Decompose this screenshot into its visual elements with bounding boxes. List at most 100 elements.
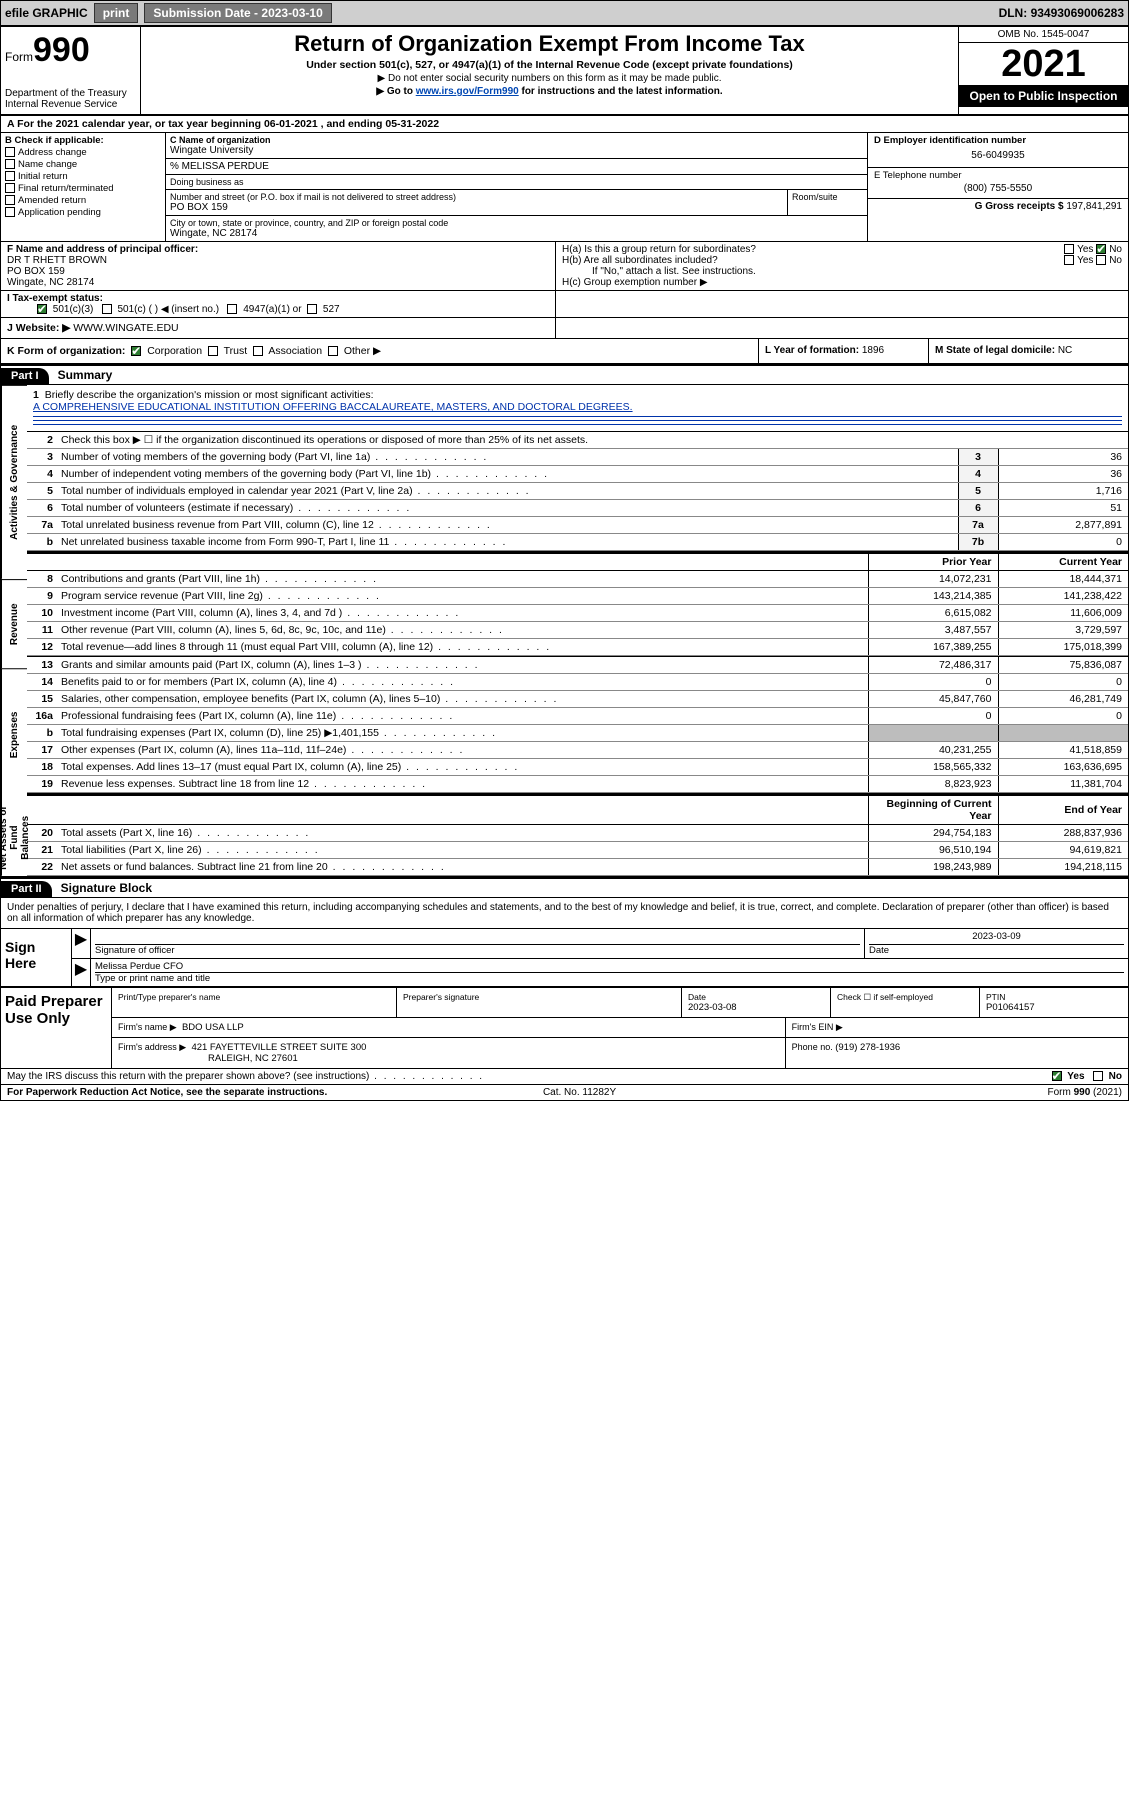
top-bar: efile GRAPHIC print Submission Date - 20… xyxy=(0,0,1129,26)
chk-trust[interactable] xyxy=(208,346,218,356)
table-row: 12Total revenue—add lines 8 through 11 (… xyxy=(27,639,1128,656)
cat-no: Cat. No. 11282Y xyxy=(543,1087,616,1098)
table-row: 6Total number of volunteers (estimate if… xyxy=(27,500,1128,517)
chk-address-change[interactable] xyxy=(5,147,15,157)
efile-label: efile GRAPHIC xyxy=(5,6,88,20)
mission-text: A COMPREHENSIVE EDUCATIONAL INSTITUTION … xyxy=(33,401,633,413)
revenue-table: Prior YearCurrent Year8Contributions and… xyxy=(27,552,1128,656)
section-net-assets: Beginning of Current YearEnd of Year20To… xyxy=(27,794,1128,876)
table-row: 16aProfessional fundraising fees (Part I… xyxy=(27,708,1128,725)
vtab-net-assets: Net Assets or Fund Balances xyxy=(1,800,27,876)
chk-discuss-yes[interactable] xyxy=(1052,1071,1062,1081)
table-row: 8Contributions and grants (Part VIII, li… xyxy=(27,571,1128,588)
table-header-row: Prior YearCurrent Year xyxy=(27,553,1128,571)
chk-final-return[interactable] xyxy=(5,183,15,193)
table-row: 10Investment income (Part VIII, column (… xyxy=(27,605,1128,622)
table-row: bNet unrelated business taxable income f… xyxy=(27,534,1128,551)
table-row: bTotal fundraising expenses (Part IX, co… xyxy=(27,725,1128,742)
table-row: 17Other expenses (Part IX, column (A), l… xyxy=(27,742,1128,759)
table-row: 15Salaries, other compensation, employee… xyxy=(27,691,1128,708)
firm-addr1: 421 FAYETTEVILLE STREET SUITE 300 xyxy=(191,1042,366,1053)
row-k-l-m: K Form of organization: Corporation Trus… xyxy=(1,339,1128,365)
chk-app-pending[interactable] xyxy=(5,207,15,217)
table-header-row: Beginning of Current YearEnd of Year xyxy=(27,795,1128,825)
col-de: D Employer identification number 56-6049… xyxy=(868,133,1128,241)
state-domicile: NC xyxy=(1058,345,1072,356)
row-i-j: I Tax-exempt status: 501(c)(3) 501(c) ( … xyxy=(1,291,1128,318)
table-row: 2Check this box ▶ ☐ if the organization … xyxy=(27,432,1128,449)
ptin: P01064157 xyxy=(986,1002,1122,1013)
firm-addr2: RALEIGH, NC 27601 xyxy=(118,1053,298,1064)
sign-date: 2023-03-09 xyxy=(869,931,1124,945)
part-2-header: Part II Signature Block xyxy=(1,878,1128,898)
table-row: 14Benefits paid to or for members (Part … xyxy=(27,674,1128,691)
row-j-website: J Website: ▶ WWW.WINGATE.EDU xyxy=(1,318,1128,339)
officer-name: Melissa Perdue CFO xyxy=(95,961,1124,973)
principal-officer: F Name and address of principal officer:… xyxy=(1,242,556,290)
form-header: Form990 Department of the Treasury Inter… xyxy=(1,27,1128,116)
vtab-governance: Activities & Governance xyxy=(1,385,27,579)
phone: (800) 755-5550 xyxy=(874,181,1122,196)
chk-ha-yes[interactable] xyxy=(1064,244,1074,254)
table-row: 9Program service revenue (Part VIII, lin… xyxy=(27,588,1128,605)
chk-amended[interactable] xyxy=(5,195,15,205)
header-left: Form990 Department of the Treasury Inter… xyxy=(1,27,141,114)
tax-year: 2021 xyxy=(959,43,1128,85)
sign-arrow-icon-2: ▶ xyxy=(72,959,90,986)
summary-body: Activities & Governance Revenue Expenses… xyxy=(1,385,1128,878)
signature-intro: Under penalties of perjury, I declare th… xyxy=(1,898,1128,929)
sign-here-block: Sign Here ▶ Signature of officer 2023-03… xyxy=(1,929,1128,988)
chk-527[interactable] xyxy=(307,304,317,314)
chk-other[interactable] xyxy=(328,346,338,356)
print-button[interactable]: print xyxy=(94,3,139,23)
chk-ha-no[interactable] xyxy=(1096,244,1106,254)
chk-501c[interactable] xyxy=(102,304,112,314)
vtab-expenses: Expenses xyxy=(1,668,27,800)
chk-name-change[interactable] xyxy=(5,159,15,169)
table-row: 19Revenue less expenses. Subtract line 1… xyxy=(27,776,1128,793)
chk-corp[interactable] xyxy=(131,346,141,356)
chk-hb-yes[interactable] xyxy=(1064,255,1074,265)
chk-501c3[interactable] xyxy=(37,304,47,314)
chk-hb-no[interactable] xyxy=(1096,255,1106,265)
group-return: H(a) Is this a group return for subordin… xyxy=(556,242,1128,290)
section-revenue: Prior YearCurrent Year8Contributions and… xyxy=(27,552,1128,657)
table-row: 3Number of voting members of the governi… xyxy=(27,449,1128,466)
vtab-revenue: Revenue xyxy=(1,579,27,668)
bottom-row: For Paperwork Reduction Act Notice, see … xyxy=(1,1085,1128,1100)
firm-name: BDO USA LLP xyxy=(182,1022,244,1033)
year-formation: 1896 xyxy=(862,345,884,356)
part-1-header: Part I Summary xyxy=(1,365,1128,385)
table-row: 7aTotal unrelated business revenue from … xyxy=(27,517,1128,534)
table-row: 11Other revenue (Part VIII, column (A), … xyxy=(27,622,1128,639)
row-a-tax-year: A For the 2021 calendar year, or tax yea… xyxy=(1,116,1128,133)
submission-date-button[interactable]: Submission Date - 2023-03-10 xyxy=(144,3,331,23)
expenses-table: 13Grants and similar amounts paid (Part … xyxy=(27,657,1128,793)
col-b-checkboxes: B Check if applicable: Address change Na… xyxy=(1,133,166,241)
table-row: 21Total liabilities (Part X, line 26)96,… xyxy=(27,842,1128,859)
paid-preparer-block: Paid Preparer Use Only Print/Type prepar… xyxy=(1,988,1128,1069)
chk-assoc[interactable] xyxy=(253,346,263,356)
chk-4947[interactable] xyxy=(227,304,237,314)
org-name: Wingate University xyxy=(170,145,863,156)
block-bcde: B Check if applicable: Address change Na… xyxy=(1,133,1128,242)
row-f-h: F Name and address of principal officer:… xyxy=(1,242,1128,291)
table-row: 20Total assets (Part X, line 16)294,754,… xyxy=(27,825,1128,842)
open-inspection: Open to Public Inspection xyxy=(959,85,1128,107)
table-row: 22Net assets or fund balances. Subtract … xyxy=(27,859,1128,876)
header-middle: Return of Organization Exempt From Incom… xyxy=(141,27,958,114)
ein: 56-6049935 xyxy=(874,146,1122,165)
governance-table: 2Check this box ▶ ☐ if the organization … xyxy=(27,432,1128,551)
table-row: 5Total number of individuals employed in… xyxy=(27,483,1128,500)
discuss-row: May the IRS discuss this return with the… xyxy=(1,1069,1128,1085)
chk-discuss-no[interactable] xyxy=(1093,1071,1103,1081)
dln-label: DLN: 93493069006283 xyxy=(999,6,1124,20)
section-governance: 1 Briefly describe the organization's mi… xyxy=(27,385,1128,552)
care-of: % MELISSA PERDUE xyxy=(166,159,867,175)
preparer-date: 2023-03-08 xyxy=(688,1002,824,1013)
header-right: OMB No. 1545-0047 2021 Open to Public In… xyxy=(958,27,1128,114)
form-footer-label: Form 990 (2021) xyxy=(1047,1087,1121,1098)
instructions-link[interactable]: www.irs.gov/Form990 xyxy=(416,86,519,97)
firm-phone: (919) 278-1936 xyxy=(835,1042,900,1053)
chk-initial-return[interactable] xyxy=(5,171,15,181)
